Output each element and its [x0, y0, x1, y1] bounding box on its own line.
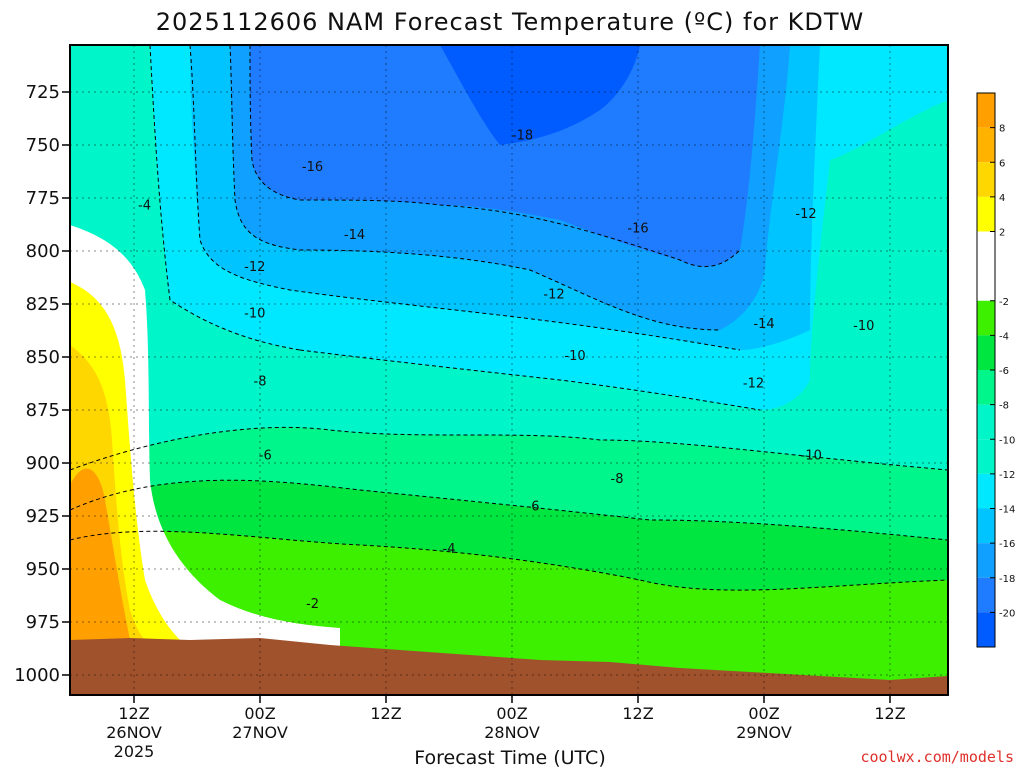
colorbar-tick-label: -8	[999, 401, 1009, 412]
colorbar-segment	[977, 508, 995, 544]
colorbar-segment	[977, 370, 995, 405]
contour-label: -14	[344, 228, 365, 243]
gridlines	[70, 45, 948, 695]
contour-label: -16	[302, 160, 323, 175]
y-tick-label: 775	[26, 188, 60, 209]
colorbar-segment	[977, 231, 995, 267]
colorbar-segment	[977, 127, 995, 163]
colorbar-tick-label: -12	[999, 470, 1015, 481]
contour-label: -12	[743, 376, 764, 391]
contour-label: -14	[753, 317, 774, 332]
colorbar-segment	[977, 543, 995, 578]
y-tick-label: 800	[26, 241, 60, 262]
band-minus18	[250, 45, 760, 267]
colorbar-tick-label: 4	[999, 193, 1005, 204]
colorbar-tick-label: -4	[999, 331, 1009, 342]
y-tick-label: 725	[26, 82, 60, 103]
colorbar-segment	[977, 612, 995, 647]
colorbar-segment	[977, 577, 995, 613]
band-minus20	[440, 45, 640, 145]
contour-label: -12	[543, 287, 564, 302]
contour-label: -12	[795, 207, 816, 222]
x-tick-label: 00Z	[748, 704, 779, 723]
colorbar-tick-label: 6	[999, 158, 1005, 169]
contour-label: -18	[512, 128, 533, 143]
x-tick-label: 12Z	[370, 704, 401, 723]
credit-text: coolwx.com/models	[860, 748, 1014, 766]
colorbar-tick-label: -14	[999, 505, 1015, 516]
plot-area	[70, 45, 948, 695]
colorbar-tick-label: 2	[999, 228, 1005, 239]
colorbar-segment	[977, 300, 995, 336]
contour-label: -16	[627, 222, 648, 237]
colorbar-segment	[977, 196, 995, 232]
colorbar-tick-label: -10	[999, 435, 1015, 446]
contour-label: -8	[611, 472, 624, 487]
contour-labels: -4 -16 -14 -12 -10 -8 -6 -4 -2 -18 -16 -12 -10 -8 -6 -1…	[138, 128, 874, 612]
contour-label: -10	[801, 449, 822, 464]
x-tick-label: 12Z	[622, 704, 653, 723]
y-tick-label: 950	[26, 559, 60, 580]
y-tick-label: 900	[26, 453, 60, 474]
colorbar-segment	[977, 93, 995, 128]
contour-label: -10	[564, 349, 585, 364]
x-tick-label: 29NOV	[736, 723, 792, 742]
y-tick-label: 850	[26, 347, 60, 368]
y-tick-label: 975	[26, 612, 60, 633]
contour-lines	[70, 45, 948, 591]
colorbar-segment	[977, 439, 995, 474]
colorbar-segment	[977, 162, 995, 197]
band-plus6	[70, 468, 130, 640]
y-axis-ticks: 725 750 775 800 825 850 875 900 925 950 975 1000	[14, 82, 70, 686]
x-tick-label: 28NOV	[484, 723, 540, 742]
y-tick-label: 925	[26, 506, 60, 527]
contour-label: -4	[443, 542, 456, 557]
colorbar-segment	[977, 266, 995, 301]
colorbar-segment	[977, 335, 995, 370]
colorbar: 8 6 4 2 -2 -4 -6 -8 -10 -12 -14 -16 -18 -20	[976, 92, 1015, 648]
contour-label: -4	[138, 198, 151, 213]
x-tick-label: 2025	[114, 742, 155, 761]
colorbar-tick-label: -18	[999, 574, 1015, 585]
colorbar-tick-label: -20	[999, 608, 1015, 619]
x-tick-label: 12Z	[874, 704, 905, 723]
y-tick-label: 825	[26, 294, 60, 315]
x-tick-label: 12Z	[118, 704, 149, 723]
colorbar-tick-label: -16	[999, 539, 1015, 550]
colorbar-tick-label: -6	[999, 366, 1009, 377]
y-tick-label: 1000	[14, 665, 60, 686]
x-tick-label: 27NOV	[232, 723, 288, 742]
contour-label: -6	[259, 449, 272, 464]
contour-label: -10	[244, 306, 265, 321]
contour-label: -12	[244, 260, 265, 275]
chart-title: 2025112606 NAM Forecast Temperature (ºC)…	[156, 8, 865, 36]
contour-label: -10	[853, 319, 874, 334]
x-tick-label: 00Z	[496, 704, 527, 723]
x-tick-label: 00Z	[244, 704, 275, 723]
colorbar-tick-label: -2	[999, 297, 1009, 308]
colorbar-segment	[977, 473, 995, 509]
colorbar-tick-label: 8	[999, 124, 1005, 135]
x-axis-label: Forecast Time (UTC)	[414, 747, 605, 768]
colorbar-segment	[977, 404, 995, 440]
x-tick-label: 26NOV	[106, 723, 162, 742]
y-tick-label: 875	[26, 400, 60, 421]
ground-surface	[70, 638, 948, 695]
contour-label: -2	[306, 597, 319, 612]
y-tick-label: 750	[26, 135, 60, 156]
contour-label: -6	[527, 499, 540, 514]
contour-label: -8	[254, 374, 267, 389]
plot-frame	[69, 44, 949, 696]
